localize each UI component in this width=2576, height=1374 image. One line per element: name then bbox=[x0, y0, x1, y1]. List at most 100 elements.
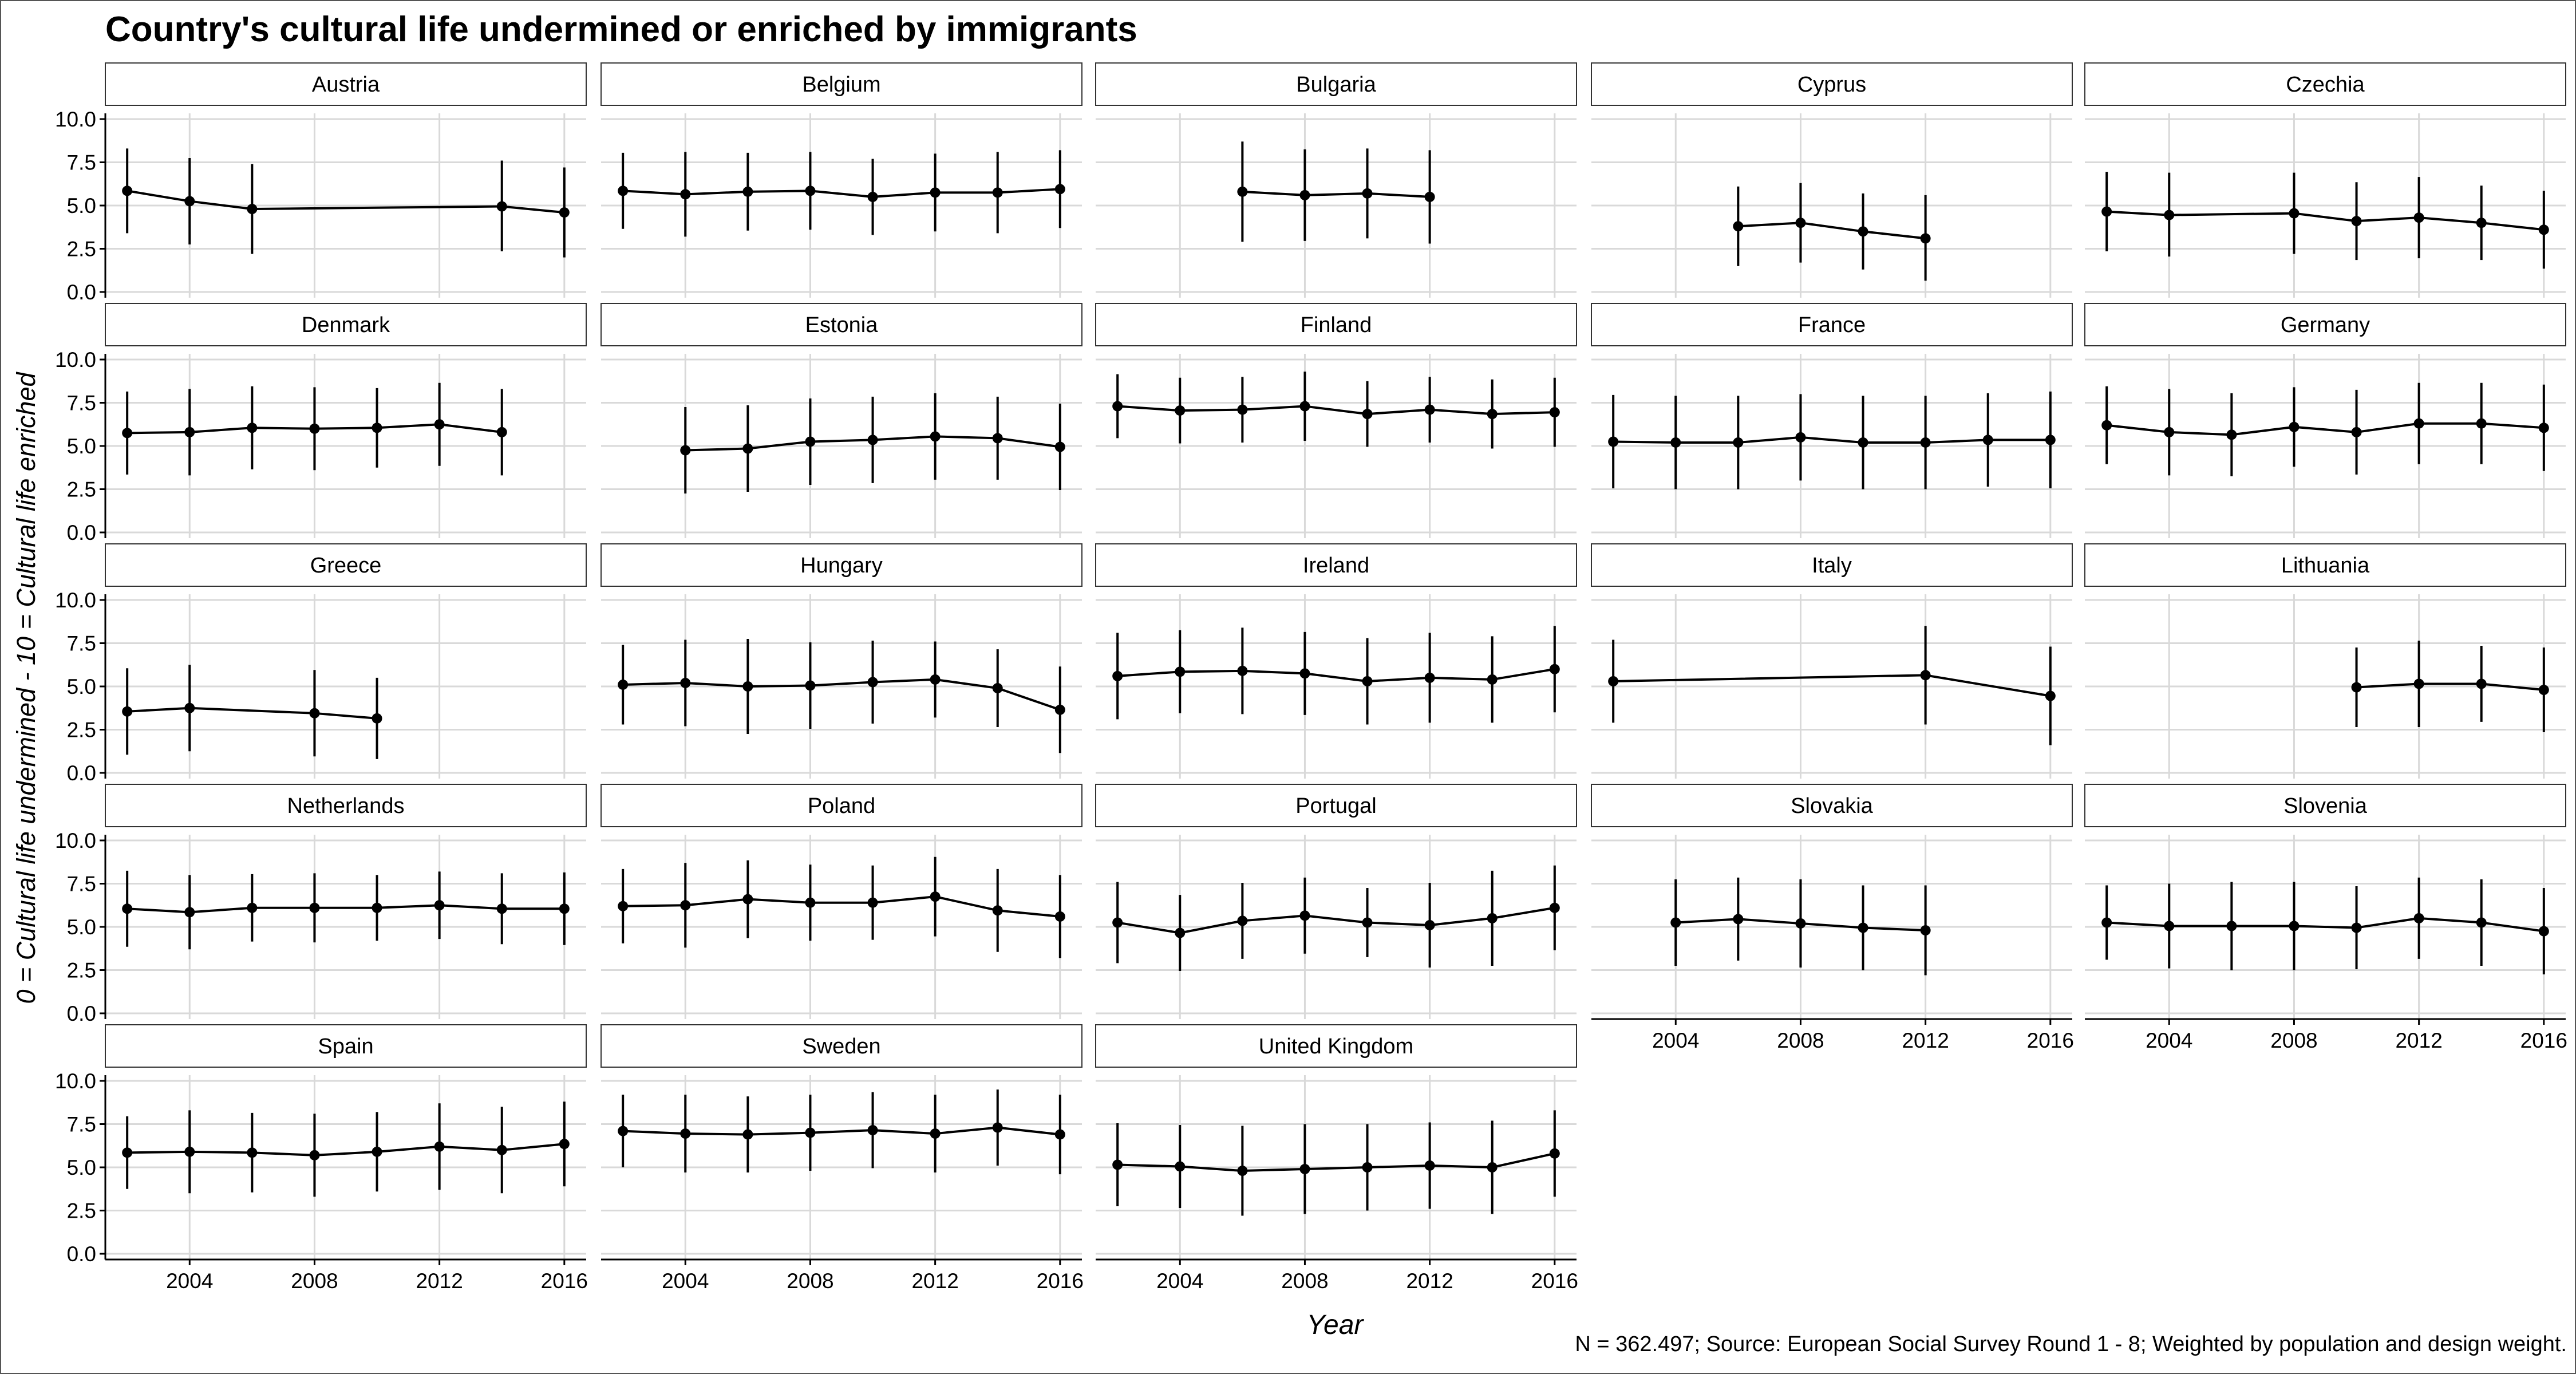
facet-panel-spain: Spain 0.0 2.5 5.0 7.5 10.0 2004 2008 2012 2016 bbox=[55, 1024, 588, 1293]
facet-strip bbox=[105, 1024, 587, 1068]
facet-strip-label: Cyprus bbox=[1797, 73, 1866, 97]
series-line bbox=[127, 1143, 565, 1156]
data-point bbox=[805, 680, 816, 691]
facet-strip-label: Netherlands bbox=[287, 794, 405, 818]
facet-strip-label: Portugal bbox=[1295, 794, 1377, 818]
series-line bbox=[2356, 682, 2545, 692]
facet-panel-bulgaria: Bulgaria bbox=[1095, 62, 1577, 298]
facet-strip bbox=[600, 543, 1082, 587]
data-point bbox=[2413, 913, 2424, 923]
data-point bbox=[184, 1146, 195, 1157]
data-point bbox=[680, 1128, 691, 1139]
facet-strip-label: Sweden bbox=[802, 1035, 880, 1059]
data-point bbox=[680, 677, 691, 688]
chart-title: Country's cultural life undermined or en… bbox=[105, 10, 1137, 49]
data-point bbox=[2101, 206, 2112, 217]
y-tick-label: 0.0 bbox=[67, 1242, 96, 1266]
facet-strip bbox=[105, 62, 587, 106]
x-tick-label: 2004 bbox=[1652, 1029, 1699, 1052]
series-line bbox=[1117, 1152, 1555, 1172]
data-point bbox=[2101, 917, 2112, 928]
y-tick-label: 0.0 bbox=[67, 1002, 96, 1025]
facet-panel-portugal: Portugal bbox=[1095, 784, 1577, 1019]
data-point bbox=[1487, 913, 1498, 923]
x-tick-label: 2012 bbox=[416, 1269, 463, 1293]
y-axis-label: 0 = Cultural life undermined - 10 = Cult… bbox=[11, 372, 41, 1004]
data-point bbox=[434, 419, 445, 430]
facet-strip-label: Spain bbox=[318, 1035, 373, 1059]
facet-strip-label: Lithuania bbox=[2281, 554, 2370, 578]
series-line bbox=[1242, 190, 1430, 198]
data-point bbox=[1299, 910, 1310, 921]
facet-strip-label: Italy bbox=[1812, 554, 1852, 578]
facet-panel-ireland: Ireland bbox=[1095, 543, 1577, 779]
facet-panel-netherlands: Netherlands 0.0 2.5 5.0 7.5 10.0 bbox=[55, 784, 587, 1025]
data-point bbox=[496, 1144, 507, 1155]
data-point bbox=[2351, 682, 2362, 693]
data-point bbox=[1549, 664, 1560, 674]
facet-panel-sweden: Sweden 2004 2008 2012 2016 bbox=[600, 1024, 1084, 1293]
data-point bbox=[1982, 435, 1993, 445]
data-point bbox=[2045, 690, 2056, 701]
y-tick-label: 7.5 bbox=[67, 1113, 96, 1136]
data-point bbox=[1175, 1161, 1186, 1172]
data-point bbox=[1054, 911, 1065, 922]
series-line bbox=[1738, 222, 1926, 240]
data-point bbox=[680, 189, 691, 200]
data-point bbox=[867, 677, 878, 688]
facet-strip-label: Bulgaria bbox=[1296, 73, 1376, 97]
facet-strip-label: Slovakia bbox=[1791, 794, 1873, 818]
facet-strip bbox=[1095, 784, 1577, 827]
data-point bbox=[1424, 919, 1435, 930]
data-point bbox=[1487, 1162, 1498, 1172]
data-point bbox=[618, 185, 629, 196]
data-point bbox=[867, 897, 878, 908]
data-point bbox=[1795, 918, 1806, 929]
facet-strip bbox=[105, 543, 587, 587]
facet-panel-united-kingdom: United Kingdom 2004 2008 2012 2016 bbox=[1095, 1024, 1578, 1293]
data-point bbox=[122, 185, 133, 196]
data-point bbox=[1299, 1164, 1310, 1175]
series-line bbox=[127, 706, 377, 720]
x-tick-label: 2004 bbox=[1156, 1269, 1203, 1293]
x-tick-label: 2004 bbox=[166, 1269, 213, 1293]
facet-panel-france: France bbox=[1591, 303, 2073, 538]
data-point bbox=[496, 903, 507, 914]
facet-strip-label: Belgium bbox=[802, 73, 880, 97]
facet-strip bbox=[2084, 62, 2566, 106]
data-point bbox=[2413, 212, 2424, 223]
facet-panel-austria: Austria 0.0 2.5 5.0 7.5 10.0 bbox=[55, 62, 587, 304]
facet-panel-germany: Germany bbox=[2084, 303, 2566, 538]
data-point bbox=[184, 702, 195, 713]
y-tick-label: 10.0 bbox=[55, 108, 96, 131]
x-tick-label: 2012 bbox=[1902, 1029, 1949, 1052]
data-point bbox=[2289, 208, 2300, 219]
data-point bbox=[1487, 674, 1498, 685]
x-tick-label: 2008 bbox=[1281, 1269, 1328, 1293]
data-point bbox=[496, 427, 507, 437]
facet-panel-cyprus: Cyprus bbox=[1591, 62, 2073, 298]
data-point bbox=[1424, 191, 1435, 202]
facet-strip bbox=[1095, 543, 1577, 587]
series-line bbox=[1117, 405, 1555, 416]
facet-strip bbox=[1095, 1024, 1577, 1068]
data-point bbox=[1424, 404, 1435, 415]
y-tick-label: 7.5 bbox=[67, 632, 96, 656]
data-point bbox=[2289, 921, 2300, 931]
series-line bbox=[623, 678, 1061, 711]
data-point bbox=[2351, 922, 2362, 933]
data-point bbox=[2476, 218, 2487, 228]
x-tick-label: 2008 bbox=[1777, 1029, 1824, 1052]
data-point bbox=[122, 428, 133, 439]
data-point bbox=[2226, 429, 2237, 440]
data-point bbox=[1054, 441, 1065, 452]
x-tick-label: 2016 bbox=[2027, 1029, 2074, 1052]
facet-strip bbox=[1591, 62, 2073, 106]
data-point bbox=[805, 897, 816, 908]
series-line bbox=[127, 904, 564, 914]
facet-panel-greece: Greece 0.0 2.5 5.0 7.5 10.0 bbox=[55, 543, 587, 785]
facet-strip bbox=[1095, 62, 1577, 106]
data-point bbox=[2164, 921, 2175, 931]
data-point bbox=[1112, 1159, 1123, 1170]
data-point bbox=[930, 674, 941, 685]
